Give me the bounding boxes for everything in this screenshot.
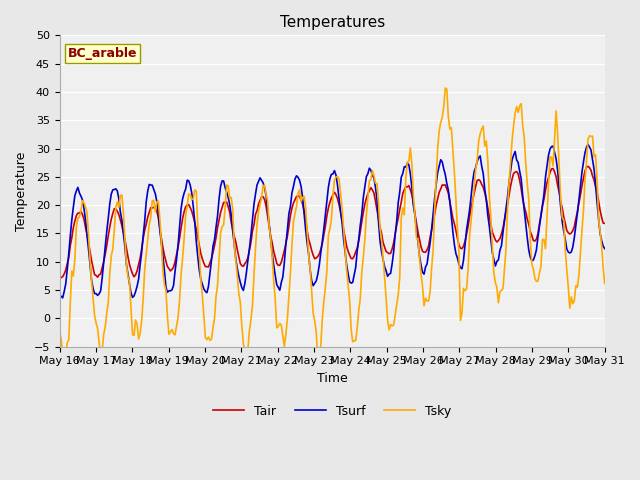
Tsky [123, 262, 131, 268]
Tsky [56, 328, 63, 334]
Tsky [601, 281, 609, 287]
Y-axis label: Temperature: Temperature [15, 151, 28, 231]
Text: BC_arable: BC_arable [68, 47, 138, 60]
Tair [572, 216, 580, 222]
Tair [601, 220, 609, 226]
Tsurf [584, 142, 592, 147]
Tair [124, 254, 132, 260]
Tsurf [238, 285, 246, 290]
Tair [238, 263, 246, 269]
Tsurf [601, 246, 609, 252]
Tsky [294, 190, 302, 196]
Line: Tsky: Tsky [60, 88, 605, 372]
Tair [220, 200, 227, 205]
Tsurf [247, 232, 255, 238]
Tsurf [572, 223, 580, 228]
Tsurf [220, 178, 227, 184]
Tair [58, 275, 65, 280]
Tsurf [296, 177, 303, 183]
Legend: Tair, Tsurf, Tsky: Tair, Tsurf, Tsky [207, 400, 457, 423]
Tsky [236, 300, 244, 305]
Tsurf [124, 271, 132, 277]
Tsky [246, 327, 253, 333]
Tair [247, 240, 255, 245]
Tair [584, 164, 592, 169]
Line: Tsurf: Tsurf [60, 144, 605, 298]
Tsky [218, 224, 226, 229]
X-axis label: Time: Time [317, 372, 348, 385]
Tair [296, 193, 303, 199]
Tsurf [59, 295, 67, 301]
Title: Temperatures: Temperatures [280, 15, 385, 30]
Tsky [442, 85, 449, 91]
Tsky [573, 284, 581, 290]
Tsky [316, 369, 323, 375]
Line: Tair: Tair [60, 167, 605, 277]
Tsurf [56, 293, 63, 299]
Tair [56, 274, 63, 279]
